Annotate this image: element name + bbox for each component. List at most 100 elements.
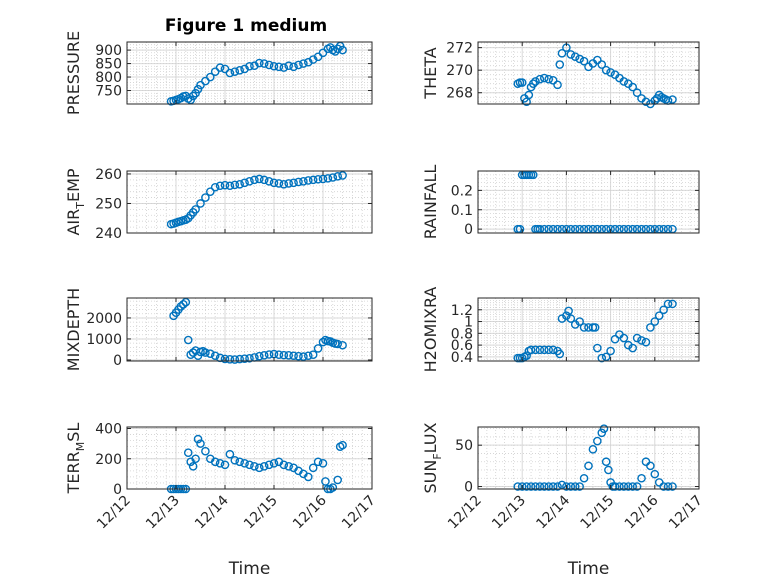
data-point: [641, 97, 651, 107]
data-point: [601, 65, 611, 75]
data-point: [540, 482, 549, 491]
data-point: [284, 351, 294, 360]
data-point: [606, 346, 615, 356]
data-point: [289, 351, 298, 361]
axes-box: [126, 426, 373, 490]
data-point: [235, 354, 244, 364]
y-tick-label: 270: [446, 63, 473, 79]
data-point: [269, 178, 279, 188]
data-point: [215, 181, 225, 191]
data-point: [650, 469, 660, 479]
data-point: [289, 178, 298, 188]
data-point: [338, 340, 347, 350]
y-tick-label: 0.8: [451, 326, 473, 342]
data-point: [250, 61, 259, 71]
data-point: [245, 460, 254, 470]
data-point: [284, 179, 294, 188]
data-point: [264, 60, 274, 70]
data-point: [210, 351, 220, 361]
x-tick-label: 12/13: [143, 493, 183, 533]
y-tick-label: 268: [446, 86, 473, 102]
data-point: [264, 460, 274, 470]
axes-background: [478, 298, 699, 361]
y-tick-label: 260: [95, 167, 122, 183]
data-point: [191, 205, 200, 214]
data-point: [254, 463, 264, 473]
y-tick-label: 1000: [86, 332, 122, 348]
data-point: [548, 482, 558, 491]
data-point: [191, 454, 200, 464]
data-point: [205, 349, 215, 358]
data-point: [623, 482, 633, 491]
data-point: [555, 60, 565, 69]
data-point: [303, 176, 313, 185]
y-tick-label: 0: [464, 222, 473, 238]
data-point: [313, 344, 323, 353]
y-axis-label: RAINFALL: [421, 165, 440, 240]
y-tick-label: 0: [113, 482, 122, 498]
data-point: [225, 181, 235, 191]
data-point: [201, 446, 210, 456]
data-point: [593, 436, 602, 446]
data-point: [333, 339, 343, 349]
data-point: [531, 482, 540, 491]
data-point: [566, 482, 576, 491]
y-tick-label: 1.2: [451, 303, 473, 319]
data-point: [303, 472, 313, 482]
data-point: [526, 345, 536, 355]
data-point: [619, 333, 629, 343]
data-point: [294, 60, 303, 70]
data-point: [535, 74, 545, 84]
axes-box: [126, 41, 373, 105]
data-point: [564, 306, 573, 316]
data-point: [215, 458, 225, 468]
data-point: [553, 482, 562, 491]
data-point: [333, 172, 343, 181]
data-point: [308, 463, 318, 473]
data-point: [328, 483, 338, 492]
y-tick-label: 0.4: [451, 350, 473, 366]
data-point: [338, 440, 347, 450]
data-point: [566, 314, 576, 323]
data-point: [240, 178, 249, 188]
data-point: [601, 352, 611, 362]
axes-box: [477, 170, 700, 234]
axes-box: [477, 426, 700, 490]
y-tick-label: 272: [446, 41, 473, 57]
data-point: [183, 448, 193, 458]
data-point: [303, 351, 313, 361]
data-point: [663, 482, 673, 491]
data-point: [254, 58, 264, 68]
data-point: [201, 348, 210, 357]
data-point: [230, 455, 240, 465]
data-point: [646, 461, 655, 471]
x-tick-label: 12/14: [192, 492, 232, 532]
x-tick-label: 12/12: [94, 493, 134, 533]
data-point: [579, 323, 589, 332]
data-point: [579, 56, 589, 66]
x-tick-label: 12/13: [489, 493, 529, 533]
x-axis-label: Time: [567, 559, 610, 579]
data-point: [284, 462, 294, 471]
data-point: [632, 333, 642, 343]
y-tick-label: 50: [455, 438, 473, 454]
data-point: [254, 351, 264, 361]
y-axis-label: TERRMSL: [64, 423, 87, 495]
data-point: [183, 335, 193, 345]
data-point: [517, 78, 527, 87]
data-point: [259, 59, 269, 68]
data-point: [593, 343, 602, 353]
y-tick-label: 750: [95, 84, 122, 100]
y-axis-label: PRESSURE: [64, 31, 83, 115]
axes-box: [126, 170, 373, 234]
data-point: [188, 462, 198, 471]
data-point: [557, 48, 567, 58]
data-point: [522, 351, 531, 361]
data-point: [597, 60, 607, 69]
data-point: [274, 62, 284, 72]
data-point: [259, 351, 269, 360]
